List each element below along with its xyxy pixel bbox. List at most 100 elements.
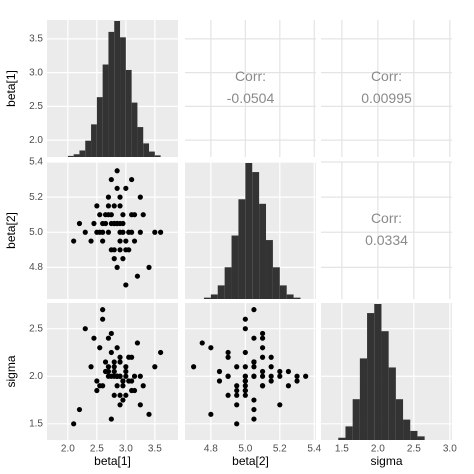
y-axis-title: beta[2] xyxy=(4,212,18,249)
point xyxy=(108,330,114,337)
point xyxy=(100,220,106,227)
point xyxy=(120,229,126,235)
point xyxy=(242,392,248,398)
point xyxy=(251,364,257,370)
point xyxy=(117,392,123,398)
point xyxy=(259,345,266,351)
point xyxy=(126,354,132,360)
histogram-bar xyxy=(143,143,150,157)
histogram-bar xyxy=(279,285,287,299)
point xyxy=(114,264,120,270)
point xyxy=(88,238,94,244)
point xyxy=(242,364,248,370)
point xyxy=(225,373,231,379)
point xyxy=(126,247,132,253)
point xyxy=(97,212,103,218)
point xyxy=(225,392,231,398)
y-tick-label: 3.5 xyxy=(29,34,43,45)
panel-background xyxy=(47,162,178,299)
point xyxy=(105,203,112,209)
point xyxy=(259,373,266,379)
x-tick-label: 4.8 xyxy=(204,444,218,455)
point xyxy=(126,229,132,235)
point xyxy=(117,203,123,209)
y-tick-label: 5.4 xyxy=(29,157,43,168)
point xyxy=(259,354,266,360)
histogram-bar xyxy=(293,297,301,299)
y-axis-title: beta[1] xyxy=(4,70,18,107)
histogram-bar xyxy=(259,203,267,299)
point xyxy=(111,364,117,370)
panel-background xyxy=(321,162,452,299)
corr-value: -0.0504 xyxy=(227,90,275,106)
point xyxy=(117,373,123,379)
point xyxy=(134,273,141,279)
point xyxy=(242,387,248,394)
point xyxy=(131,373,138,379)
point xyxy=(137,194,143,200)
histogram-bar xyxy=(85,140,92,157)
x-tick-label: 5.4 xyxy=(307,444,321,455)
point xyxy=(117,247,123,253)
x-axis-title: beta[2] xyxy=(232,454,269,468)
histogram-bar xyxy=(114,21,121,157)
point xyxy=(114,383,120,389)
histogram-bar xyxy=(149,151,155,157)
point xyxy=(146,411,152,417)
point xyxy=(105,194,112,200)
point xyxy=(234,392,240,398)
point xyxy=(146,264,152,270)
point xyxy=(259,335,266,341)
point xyxy=(268,378,274,384)
corr-label: Corr: xyxy=(371,68,402,84)
panel xyxy=(47,20,178,158)
panel xyxy=(185,161,316,299)
point xyxy=(251,335,257,341)
x-tick-label: 3.0 xyxy=(119,444,133,455)
histogram-bar xyxy=(286,294,294,299)
histogram-bar xyxy=(91,124,97,157)
point xyxy=(94,229,100,235)
histogram-bar xyxy=(137,127,144,157)
point xyxy=(120,383,126,389)
point xyxy=(268,373,274,379)
point xyxy=(251,397,257,403)
x-tick-label: 2.5 xyxy=(407,444,421,455)
histogram-bar xyxy=(210,294,218,299)
point xyxy=(242,383,248,389)
point xyxy=(208,345,214,351)
point xyxy=(117,359,123,365)
point xyxy=(114,168,120,174)
point xyxy=(259,330,266,337)
x-tick-label: 2.0 xyxy=(61,444,75,455)
y-tick-label: 5.2 xyxy=(29,192,43,203)
point xyxy=(117,194,123,200)
y-tick-label: 4.8 xyxy=(29,262,43,273)
histogram-bar xyxy=(238,199,246,299)
point xyxy=(140,383,146,389)
point xyxy=(131,212,138,218)
histogram-bar xyxy=(352,399,360,440)
histogram-bar xyxy=(374,304,382,440)
point xyxy=(199,340,205,346)
x-tick-label: 5.2 xyxy=(273,444,287,455)
point xyxy=(111,220,117,227)
histogram-bar xyxy=(67,155,74,157)
point xyxy=(191,364,197,370)
histogram-bar xyxy=(120,37,126,157)
point xyxy=(129,378,135,384)
point xyxy=(100,316,106,322)
point xyxy=(234,383,240,389)
panel-background xyxy=(185,20,316,157)
point xyxy=(285,368,292,375)
point xyxy=(129,176,135,183)
point xyxy=(91,220,97,227)
point xyxy=(277,368,283,375)
point xyxy=(94,387,100,394)
histogram-bar xyxy=(245,163,253,299)
histogram-bar xyxy=(224,267,232,299)
point xyxy=(82,326,88,332)
point xyxy=(108,176,114,183)
point xyxy=(251,307,257,313)
point xyxy=(259,368,266,375)
